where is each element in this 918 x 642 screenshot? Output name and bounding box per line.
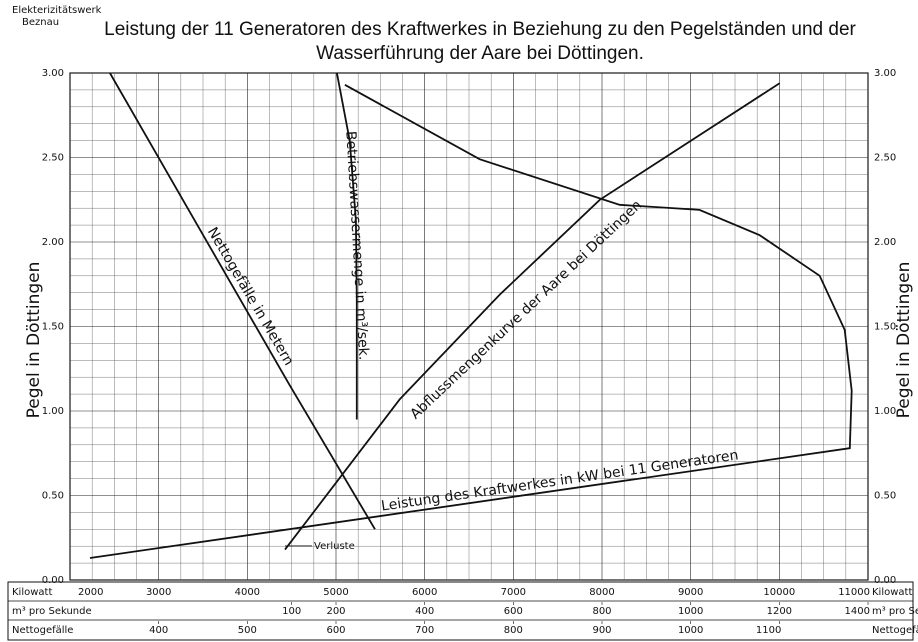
x-tick-label: 8000 <box>589 587 614 598</box>
y-tick-label: 2.50 <box>874 153 896 164</box>
curve-label: Betriebswassermenge in m³/sek. <box>342 131 371 361</box>
y-tick-label: 2.00 <box>42 237 64 248</box>
y-tick-label: 0.50 <box>42 491 64 502</box>
x-tick-label: 5000 <box>323 587 348 598</box>
x-tick-label: 3000 <box>146 587 171 598</box>
x-tick-label: 1000 <box>678 625 703 636</box>
y-tick-label: 1.50 <box>874 322 896 333</box>
y-tick-label: 1.00 <box>42 406 64 417</box>
x-tick-label: 1000 <box>678 606 703 617</box>
chart-title: Wasserführung der Aare bei Döttingen. <box>316 43 644 64</box>
x-tick-label: 600 <box>504 606 523 617</box>
curve <box>284 82 781 551</box>
x-tick-label: 800 <box>592 606 611 617</box>
x-axis-label: Kilowatt <box>12 587 52 598</box>
y-tick-label: 2.00 <box>874 237 896 248</box>
y-tick-label: 0.00 <box>874 575 896 586</box>
x-tick-label: 400 <box>149 625 168 636</box>
y-tick-label: 1.50 <box>42 322 64 333</box>
curve-label: Abflussmengenkurve der Aare bei Döttinge… <box>407 197 645 422</box>
x-tick-label: 6000 <box>412 587 437 598</box>
x-tick-label: 4000 <box>235 587 260 598</box>
y-tick-label: 1.00 <box>874 406 896 417</box>
x-tick-label: 500 <box>238 625 257 636</box>
scale-frame <box>7 581 914 641</box>
corner-label: Beznau <box>22 17 59 28</box>
curve <box>336 72 358 420</box>
x-tick-label: 600 <box>326 625 345 636</box>
x-tick-label: 7000 <box>501 587 526 598</box>
x-tick-label: 200 <box>326 606 345 617</box>
x-tick-label: 11000 <box>838 587 870 598</box>
x-tick-label: 1100 <box>756 625 781 636</box>
x-axis-label: m³ pro Sek <box>872 606 918 617</box>
x-tick-label: 800 <box>504 625 523 636</box>
x-tick-label: 1200 <box>767 606 792 617</box>
chart-title: Leistung der 11 Generatoren des Kraftwer… <box>104 19 856 40</box>
x-tick-label: 100 <box>282 606 301 617</box>
y-tick-label: 0.00 <box>42 575 64 586</box>
x-tick-label: 900 <box>592 625 611 636</box>
y-tick-label: 3.00 <box>874 68 896 79</box>
x-axis-label: Kilowatt <box>872 587 912 598</box>
y-tick-label: 0.50 <box>874 491 896 502</box>
y-axis-label: Pegel in Döttingen <box>24 262 44 419</box>
x-axis-label: Nettogefälle <box>12 625 73 636</box>
x-tick-label: 700 <box>415 625 434 636</box>
corner-label: Elekterizitätswerk <box>12 5 102 16</box>
y-tick-label: 2.50 <box>42 153 64 164</box>
y-axis-label: Pegel in Döttingen <box>894 262 914 419</box>
y-tick-label: 3.00 <box>42 68 64 79</box>
x-axis-label: Nettogefälle <box>872 625 918 636</box>
curve <box>89 84 853 559</box>
x-tick-label: 2000 <box>78 587 103 598</box>
x-axis-label: m³ pro Sekunde <box>12 606 92 617</box>
curve-label: Leistung des Kraftwerkes in kW bei 11 Ge… <box>380 447 739 514</box>
x-tick-label: 10000 <box>763 587 795 598</box>
x-tick-label: 1400 <box>845 606 870 617</box>
curve <box>109 72 376 530</box>
curve-label: Nettogefälle in Metern <box>204 225 297 369</box>
x-tick-label: 9000 <box>678 587 703 598</box>
annotation: Verluste <box>314 541 355 552</box>
x-tick-label: 400 <box>415 606 434 617</box>
